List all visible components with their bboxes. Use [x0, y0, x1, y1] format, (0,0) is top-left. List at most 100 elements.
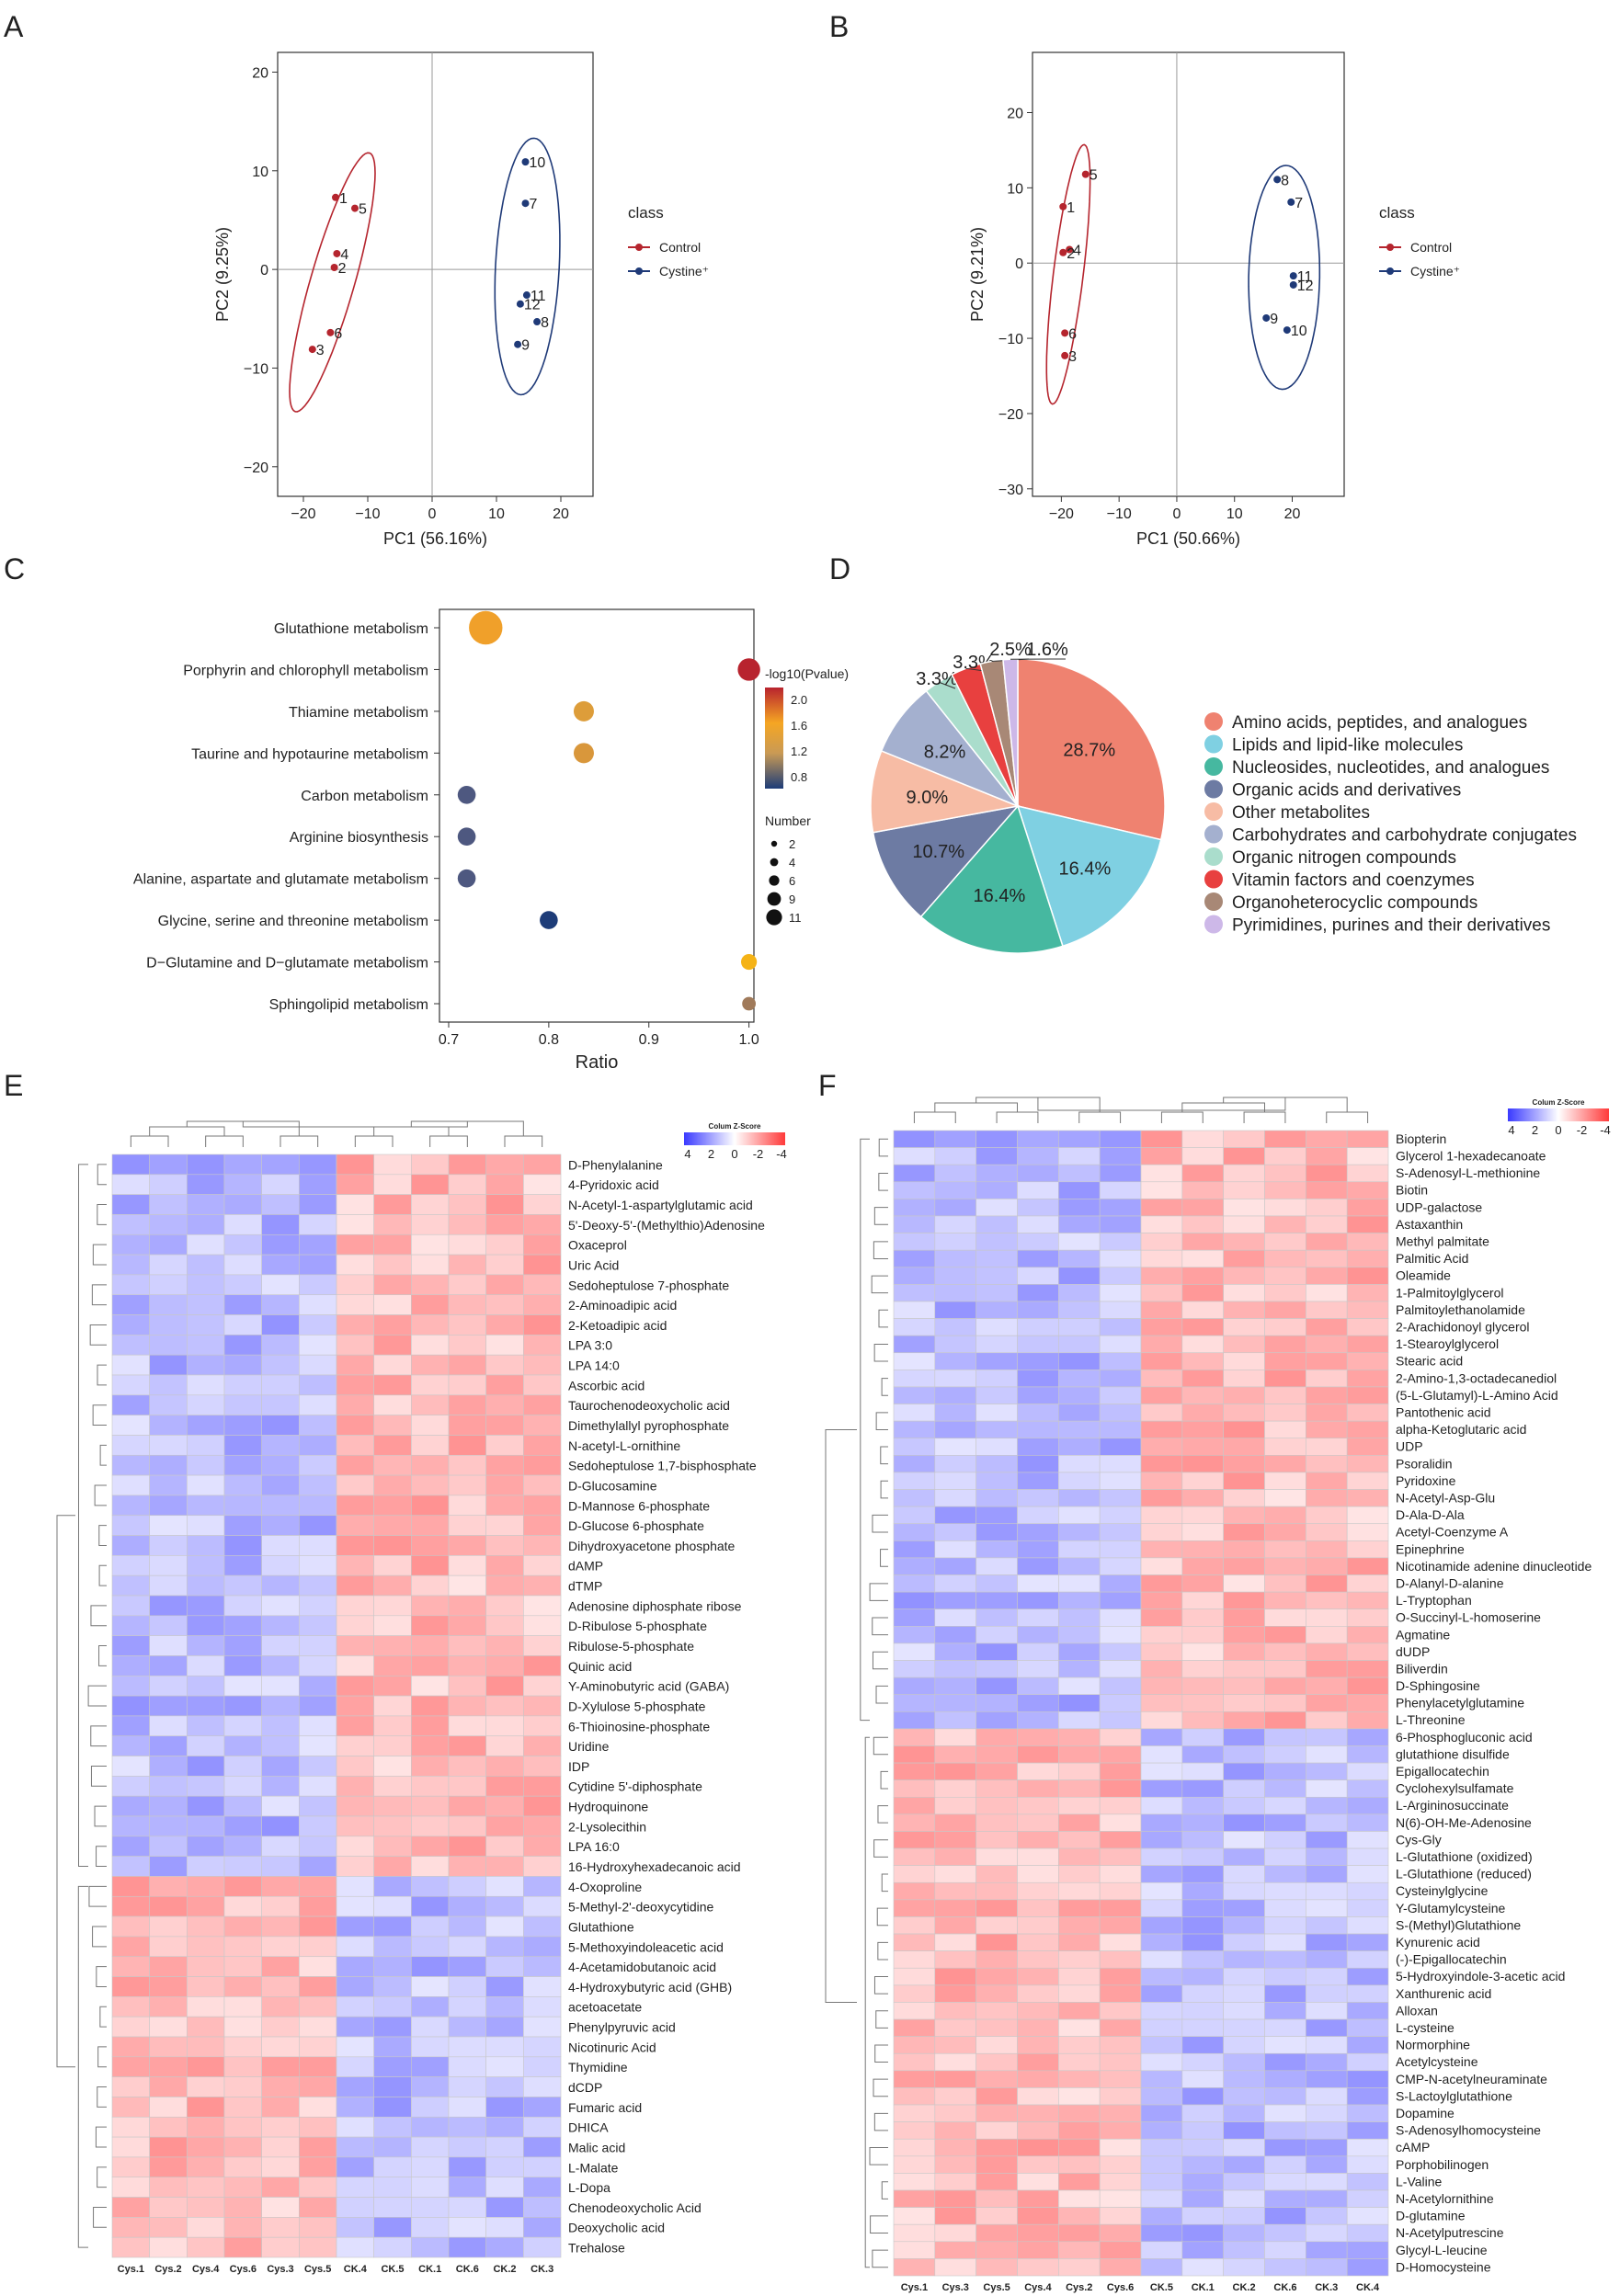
heatmap-cell [893, 2052, 936, 2072]
heatmap-cell [975, 1762, 1018, 1780]
heatmap-cell [975, 1386, 1018, 1404]
heatmap-cell [934, 1847, 976, 1866]
heatmap-cell [1223, 1199, 1265, 1217]
heatmap-cell [1017, 1574, 1059, 1593]
heatmap-cell [1264, 1472, 1306, 1490]
row-label: 1-Stearoylglycerol [1396, 1336, 1499, 1351]
heatmap-cell [1181, 1164, 1224, 1183]
heatmap-cell [1306, 1181, 1348, 1199]
heatmap-cell [373, 1915, 412, 1938]
heatmap-cell [448, 2036, 486, 2058]
heatmap-cell [1099, 2207, 1142, 2225]
heatmap-cell [1264, 1455, 1306, 1473]
heatmap-cell [1058, 2241, 1101, 2259]
heatmap-cell [1099, 2223, 1142, 2243]
heatmap-cell [1181, 2207, 1224, 2225]
heatmap-cell [448, 2177, 486, 2198]
heatmap-cell [373, 1635, 412, 1656]
heatmap-cell [1223, 1694, 1265, 1712]
heatmap-cell [299, 1996, 337, 2018]
heatmap-cell [223, 2056, 262, 2077]
heatmap-cell [111, 1154, 150, 1176]
row-label: Glycyl-L-leucine [1396, 2243, 1488, 2257]
heatmap-cell [1017, 1762, 1059, 1780]
heatmap-cell [261, 1415, 300, 1436]
heatmap-cell [373, 1415, 412, 1436]
heatmap-cell [299, 2016, 337, 2038]
row-label: (5-L-Glutamyl)-L-Amino Acid [1396, 1388, 1558, 1403]
heatmap-cell [1181, 1608, 1224, 1627]
row-label: Biopterin [1396, 1131, 1446, 1146]
heatmap-cell [934, 1677, 976, 1696]
heatmap-cell [411, 1535, 450, 1556]
heatmap-cell [1346, 2207, 1389, 2225]
heatmap-cell [1140, 1301, 1183, 1319]
heatmap-cell [934, 1370, 976, 1388]
heatmap-cell [1264, 1164, 1306, 1183]
heatmap-cell [187, 1294, 225, 1315]
heatmap-cell [187, 1635, 225, 1656]
heatmap-cell [1346, 1933, 1389, 1951]
heatmap-cell [975, 2018, 1018, 2037]
heatmap-cell [1017, 2258, 1059, 2277]
pathway-bubble [457, 827, 476, 847]
heatmap-cell [223, 1876, 262, 1897]
heatmap-cell [1264, 1831, 1306, 1849]
heatmap-cell [1346, 1181, 1389, 1199]
heatmap-cell [1181, 1472, 1224, 1490]
heatmap-cell [893, 1694, 936, 1712]
heatmap-cell [1058, 1215, 1101, 1233]
heatmap-cell [448, 1635, 486, 1656]
heatmap-cell [336, 1876, 374, 1897]
heatmap-cell [448, 1735, 486, 1756]
heatmap-cell [1099, 1660, 1142, 1678]
heatmap-cell [1099, 1147, 1142, 1165]
heatmap-cell [1017, 2207, 1059, 2225]
heatmap-cell [1306, 1831, 1348, 1849]
heatmap-cell [261, 1274, 300, 1296]
heatmap-cell [299, 2177, 337, 2198]
heatmap-cell [411, 1795, 450, 1817]
heatmap-cell [1181, 1370, 1224, 1388]
heatmap-cell [1306, 1899, 1348, 1917]
heatmap-cell [1140, 1147, 1183, 1165]
row-label: 4-Pyridoxic acid [568, 1177, 659, 1192]
heatmap-cell [1223, 1899, 1265, 1917]
heatmap-cell [1181, 1540, 1224, 1559]
heatmap-cell [1140, 1233, 1183, 1251]
heatmap-cell [448, 2116, 486, 2138]
heatmap-cell [1181, 2018, 1224, 2037]
heatmap-cell [1181, 1916, 1224, 1935]
pie-slice [870, 750, 1021, 834]
heatmap-cell [336, 1675, 374, 1697]
sample-point [1061, 329, 1069, 337]
heatmap-cell [485, 1474, 524, 1496]
heatmap-cell [1264, 1762, 1306, 1780]
pathway-bubble [457, 785, 476, 804]
sample-label: 9 [1270, 312, 1278, 327]
heatmap-cell [1017, 2018, 1059, 2037]
heatmap-cell [261, 1294, 300, 1315]
size-legend-dot [770, 840, 778, 847]
heatmap-cell [523, 1335, 562, 1356]
heatmap-cell [223, 1574, 262, 1597]
heatmap-cell [1264, 1215, 1306, 1233]
heatmap-cell [934, 2155, 976, 2174]
heatmap-cell [1181, 1455, 1224, 1473]
heatmap-cell [975, 2138, 1018, 2157]
heatmap-cell [1346, 2258, 1389, 2277]
heatmap-cell [1017, 2052, 1059, 2072]
heatmap-cell [1306, 1489, 1348, 1507]
pathway-label: D−Glutamine and D−glutamate metabolism [146, 956, 428, 972]
heatmap-cell [373, 1194, 412, 1215]
heatmap-cell [448, 1715, 486, 1737]
row-label: 6-Phosphogluconic acid [1396, 1730, 1533, 1745]
heatmap-cell [975, 1540, 1018, 1559]
heatmap-cell [1181, 1642, 1224, 1661]
heatmap-cell [485, 2136, 524, 2158]
heatmap-cell [261, 1836, 300, 1857]
pie-legend-label: Other metabolites [1232, 803, 1370, 823]
heatmap-cell [448, 1895, 486, 1917]
heatmap-cell [1017, 1130, 1059, 1148]
heatmap-cell [299, 1915, 337, 1938]
